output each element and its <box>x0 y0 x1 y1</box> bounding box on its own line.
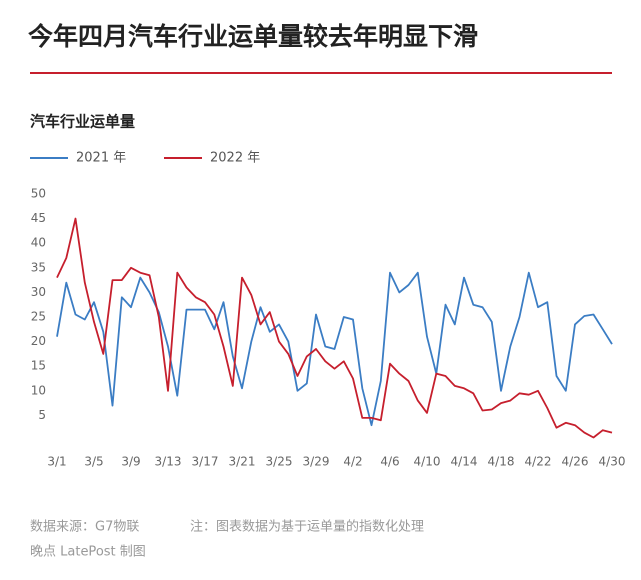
x-tick-label: 4/22 <box>525 455 552 469</box>
series-line <box>56 271 613 427</box>
y-tick-label: 30 <box>31 285 46 299</box>
legend-label: 2022 年 <box>210 151 260 166</box>
x-tick-label: 4/30 <box>599 455 626 469</box>
y-tick-label: 35 <box>31 260 46 274</box>
note: 注：图表数据为基于运单量的指数化处理 <box>190 519 424 535</box>
y-tick-label: 40 <box>31 236 46 250</box>
x-tick-label: 3/25 <box>266 455 293 469</box>
y-tick-label: 20 <box>31 334 46 348</box>
x-tick-label: 4/14 <box>451 455 478 469</box>
x-tick-label: 3/29 <box>303 455 330 469</box>
y-tick-label: 45 <box>31 211 46 225</box>
series-line <box>56 217 613 439</box>
x-tick-label: 3/9 <box>121 455 140 469</box>
y-tick-label: 50 <box>31 187 46 201</box>
x-tick-label: 4/10 <box>414 455 441 469</box>
x-tick-label: 3/13 <box>155 455 182 469</box>
x-tick-label: 4/6 <box>380 455 399 469</box>
x-tick-label: 4/26 <box>562 455 589 469</box>
x-tick-label: 4/18 <box>488 455 515 469</box>
x-tick-label: 3/5 <box>84 455 103 469</box>
x-tick-label: 3/1 <box>47 455 66 469</box>
y-tick-label: 25 <box>31 310 46 324</box>
x-tick-label: 3/21 <box>229 455 256 469</box>
y-tick-label: 15 <box>31 359 46 373</box>
subtitle: 汽车行业运单量 <box>30 113 135 131</box>
y-tick-label: 5 <box>38 408 46 422</box>
x-tick-label: 4/2 <box>343 455 362 469</box>
legend-label: 2021 年 <box>76 151 126 166</box>
x-tick-label: 3/17 <box>192 455 219 469</box>
y-tick-label: 10 <box>31 383 46 397</box>
credit: 晚点 LatePost 制图 <box>30 545 146 560</box>
source: 数据来源：G7物联 <box>30 520 139 535</box>
chart-title: 今年四月汽车行业运单量较去年明显下滑 <box>28 22 478 51</box>
